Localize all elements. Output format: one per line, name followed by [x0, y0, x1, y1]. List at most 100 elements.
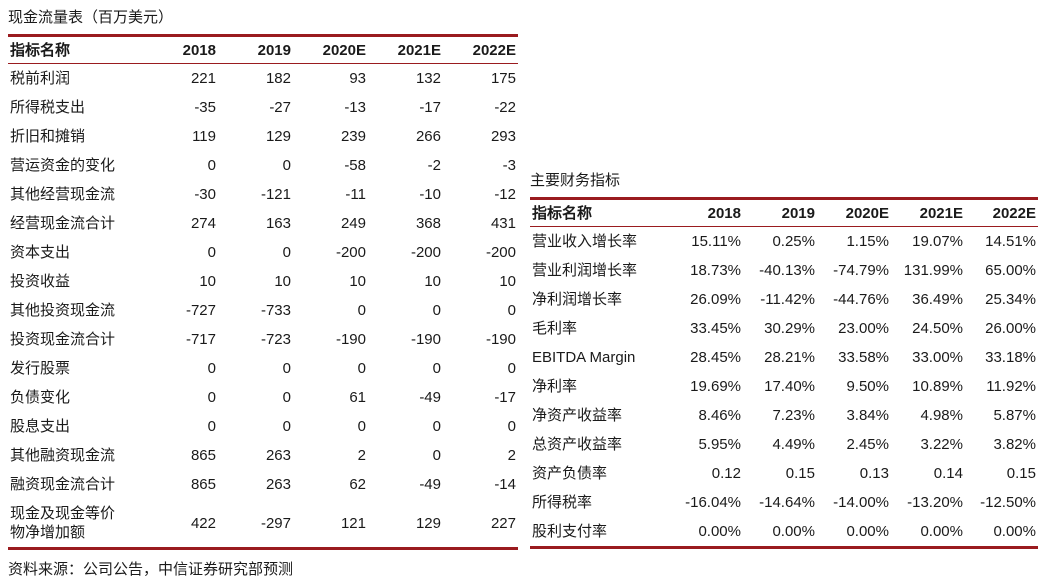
row-label: 资本支出: [10, 244, 71, 261]
value-cell: 0: [357, 360, 366, 377]
value-cell: 25.34%: [985, 291, 1036, 308]
value-cell: 865: [190, 447, 216, 464]
table-row: 净资产收益率 8.46% 7.23% 3.84% 4.98% 5.87%: [530, 401, 1038, 430]
row-label: 净利润增长率: [532, 291, 623, 308]
table-row: 营业利润增长率 18.73% -40.13% -74.79% 131.99% 65.00%: [530, 256, 1038, 285]
value-cell: -12: [494, 186, 516, 203]
row-label: 经营现金流合计: [10, 215, 116, 232]
cash-flow-section: 现金流量表（百万美元） 指标名称 2018 2019 2020E 2021E 2022E …: [8, 8, 518, 550]
cash-flow-table: 指标名称 2018 2019 2020E 2021E 2022E 税前利润 221 182 93…: [8, 34, 518, 550]
row-label: 负债变化: [10, 389, 71, 406]
value-cell: 263: [265, 447, 291, 464]
key-indicators-section: 主要财务指标 指标名称 2018 2019 2020E 2021E 2022E 营业收入增…: [530, 171, 1038, 549]
row-label: 税前利润: [10, 70, 71, 87]
value-cell: 3.84%: [846, 407, 889, 424]
value-cell: -727: [185, 302, 216, 319]
value-cell: 14.51%: [985, 233, 1036, 250]
year-column-header: 2020E: [293, 34, 368, 64]
value-cell: -14.64%: [759, 494, 815, 511]
value-cell: -2: [427, 157, 441, 174]
row-label: 其他融资现金流: [10, 447, 116, 464]
value-cell: 26.09%: [690, 291, 741, 308]
value-cell: 0.14: [933, 465, 963, 482]
row-label: 折旧和摊销: [10, 128, 86, 145]
table-row: 经营现金流合计 274 163 249 368 431: [8, 209, 518, 238]
value-cell: -14: [494, 476, 516, 493]
value-cell: -200: [335, 244, 366, 261]
year-column-header: 2021E: [368, 34, 443, 64]
table-row: 资本支出 0 0 -200 -200 -200: [8, 238, 518, 267]
value-cell: -717: [185, 331, 216, 348]
table-row: 融资现金流合计 865 263 62 -49 -14: [8, 470, 518, 499]
value-cell: 0: [507, 418, 516, 435]
value-cell: -733: [260, 302, 291, 319]
value-cell: 2: [357, 447, 366, 464]
value-cell: 0: [207, 360, 216, 377]
value-cell: 266: [415, 128, 441, 145]
year-column-header: 2019: [743, 197, 817, 227]
row-label: 股息支出: [10, 418, 71, 435]
value-cell: 93: [349, 70, 366, 87]
value-cell: 10: [199, 273, 216, 290]
value-cell: -13: [344, 99, 366, 116]
value-cell: 18.73%: [690, 262, 741, 279]
row-label: 营运资金的变化: [10, 157, 116, 174]
value-cell: 0: [282, 244, 291, 261]
value-cell: 0: [432, 418, 441, 435]
row-label: 毛利率: [532, 320, 578, 337]
table-row: 营运资金的变化 0 0 -58 -2 -3: [8, 151, 518, 180]
value-cell: 0.00%: [965, 517, 1038, 549]
value-cell: 132: [415, 70, 441, 87]
value-cell: 9.50%: [846, 378, 889, 395]
table-row: 发行股票 0 0 0 0 0: [8, 354, 518, 383]
value-cell: 30.29%: [764, 320, 815, 337]
value-cell: -190: [410, 331, 441, 348]
value-cell: 0: [507, 302, 516, 319]
value-cell: 3.22%: [920, 436, 963, 453]
value-cell: 17.40%: [764, 378, 815, 395]
value-cell: -30: [194, 186, 216, 203]
table-row: 净利润增长率 26.09% -11.42% -44.76% 36.49% 25.34%: [530, 285, 1038, 314]
value-cell: 28.45%: [690, 349, 741, 366]
year-column-header: 2020E: [817, 197, 891, 227]
value-cell: 33.18%: [985, 349, 1036, 366]
row-label: 发行股票: [10, 360, 71, 377]
value-cell: 19.69%: [690, 378, 741, 395]
value-cell: 239: [340, 128, 366, 145]
row-label: 投资收益: [10, 273, 71, 290]
row-label: 总资产收益率: [532, 436, 623, 453]
value-cell: 163: [265, 215, 291, 232]
value-cell: 0: [282, 418, 291, 435]
value-cell: -49: [419, 389, 441, 406]
value-cell: 2: [507, 447, 516, 464]
year-column-header: 2018: [670, 197, 743, 227]
value-cell: 293: [490, 128, 516, 145]
value-cell: -35: [194, 99, 216, 116]
value-cell: -14.00%: [833, 494, 889, 511]
row-label: 营业收入增长率: [532, 233, 638, 250]
value-cell: -297: [218, 499, 293, 550]
value-cell: -11.42%: [760, 291, 815, 308]
value-cell: 33.45%: [690, 320, 741, 337]
value-cell: -74.79%: [833, 262, 889, 279]
value-cell: 0: [357, 418, 366, 435]
value-cell: -121: [260, 186, 291, 203]
value-cell: -190: [485, 331, 516, 348]
value-cell: 7.23%: [772, 407, 815, 424]
value-cell: 8.46%: [698, 407, 741, 424]
value-cell: 119: [192, 128, 216, 145]
value-cell: -11: [345, 186, 366, 203]
value-cell: 15.11%: [691, 233, 741, 250]
value-cell: 33.58%: [838, 349, 889, 366]
value-cell: 129: [368, 499, 443, 550]
value-cell: -17: [419, 99, 441, 116]
table-row: 净利率 19.69% 17.40% 9.50% 10.89% 11.92%: [530, 372, 1038, 401]
value-cell: 4.98%: [920, 407, 963, 424]
value-cell: -40.13%: [759, 262, 815, 279]
row-label: 营业利润增长率: [532, 262, 638, 279]
value-cell: 0: [207, 389, 216, 406]
value-cell: 0.00%: [743, 517, 817, 549]
indicator-column-header: 指标名称: [530, 197, 670, 227]
value-cell: 0: [432, 302, 441, 319]
value-cell: 0: [282, 389, 291, 406]
